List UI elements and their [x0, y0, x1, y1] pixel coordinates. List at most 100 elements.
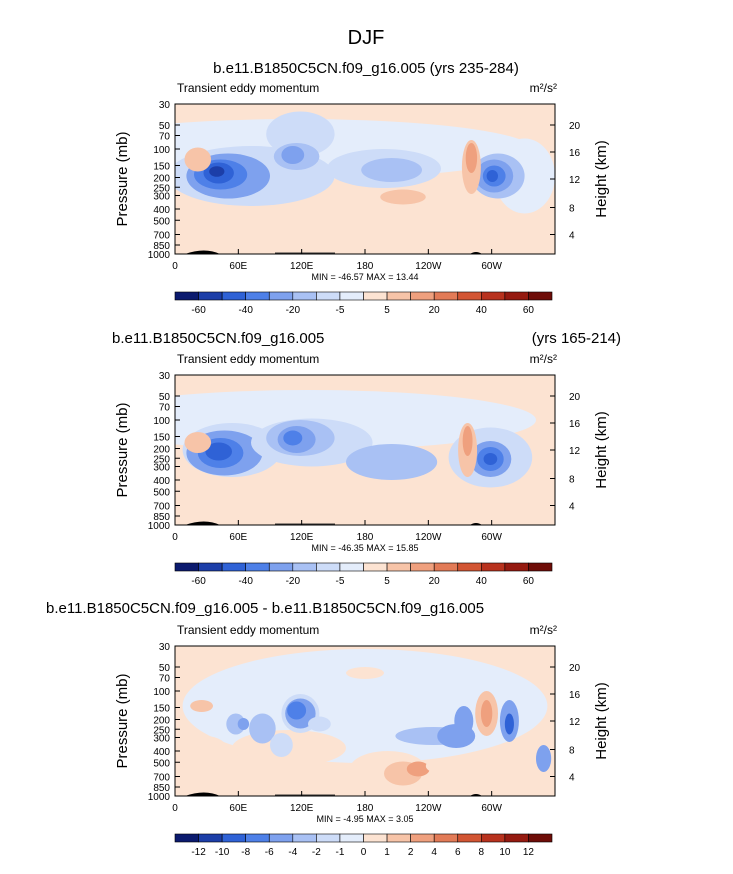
- panel-units: m²/s²: [530, 352, 557, 366]
- x-tick-label: 120W: [415, 261, 442, 272]
- topography-line: [275, 252, 335, 254]
- contour-region: [266, 111, 335, 157]
- colorbar-box: [339, 291, 364, 301]
- x-tick-label: 0: [172, 532, 178, 543]
- y-tick-label: 700: [153, 502, 170, 513]
- contour-region: [480, 700, 493, 727]
- colorbar-box: [433, 833, 459, 843]
- colorbar-box: [245, 833, 270, 843]
- colorbar-label: -4: [288, 847, 297, 858]
- x-tick-label: 120E: [290, 532, 314, 543]
- topography-line: [275, 523, 335, 525]
- contour-field: [175, 104, 555, 214]
- colorbar-box: [292, 562, 317, 572]
- y-tick-label: 30: [159, 371, 171, 382]
- right-tick-label: 8: [569, 746, 575, 757]
- colorbar-label: -5: [335, 305, 344, 316]
- colorbar-label: -8: [241, 847, 250, 858]
- x-tick-label: 0: [172, 803, 178, 814]
- contour-region: [182, 736, 229, 766]
- y-tick-label: 400: [153, 476, 170, 487]
- colorbar-box: [292, 291, 317, 301]
- y-tick-label: 30: [159, 100, 171, 111]
- y-tick-label: 100: [153, 416, 170, 427]
- min-max-label: MIN = -4.95 MAX = 3.05: [316, 814, 413, 824]
- contour-region: [283, 430, 303, 446]
- colorbar-label: -40: [238, 576, 253, 587]
- contour-region: [462, 426, 473, 456]
- colorbar-box: [221, 833, 246, 843]
- contour-region: [454, 706, 474, 736]
- colorbar-box: [268, 833, 294, 843]
- colorbar-box: [221, 291, 246, 301]
- colorbar-label: 60: [523, 576, 535, 587]
- colorbar-box: [528, 291, 553, 301]
- colorbar-box: [433, 562, 459, 572]
- right-tick-label: 20: [569, 392, 581, 403]
- y-tick-label: 200: [153, 445, 170, 456]
- x-tick-label: 120W: [415, 532, 442, 543]
- colorbar-label: -60: [191, 576, 206, 587]
- colorbar-label: -60: [191, 305, 206, 316]
- colorbar-box: [457, 833, 482, 843]
- y-tick-label: 200: [153, 716, 170, 727]
- y-tick-label: 1000: [148, 521, 171, 532]
- right-tick-label: 16: [569, 148, 581, 159]
- x-tick-label: 120E: [290, 803, 314, 814]
- colorbar-label: 60: [523, 305, 535, 316]
- y-axis-label: Pressure (mb): [114, 402, 131, 497]
- contour-region: [237, 718, 250, 730]
- colorbar-box: [316, 291, 341, 301]
- y-tick-label: 250: [153, 454, 170, 465]
- y-tick-label: 700: [153, 773, 170, 784]
- y-tick-label: 850: [153, 512, 170, 523]
- y-axis-label: Pressure (mb): [114, 673, 131, 768]
- right-tick-label: 16: [569, 419, 581, 430]
- x-tick-label: 180: [357, 532, 374, 543]
- y-tick-label: 150: [153, 162, 170, 173]
- contour-region: [184, 147, 212, 172]
- colorbar-label: 40: [476, 576, 488, 587]
- right-axis-label: Height (km): [593, 411, 610, 489]
- contour-region: [226, 713, 246, 735]
- y-tick-label: 70: [159, 132, 171, 143]
- y-tick-label: 400: [153, 205, 170, 216]
- y-tick-label: 500: [153, 487, 170, 498]
- y-tick-label: 150: [153, 433, 170, 444]
- page-title: DJF: [348, 27, 385, 49]
- colorbar-label: -12: [191, 847, 206, 858]
- colorbar-box: [174, 291, 199, 301]
- right-tick-label: 12: [569, 717, 581, 728]
- x-tick-label: 60W: [481, 261, 502, 272]
- colorbar-box: [457, 562, 482, 572]
- x-tick-label: 60E: [229, 261, 247, 272]
- panel-subtitle: Transient eddy momentum: [177, 81, 319, 95]
- colorbar-box: [245, 562, 270, 572]
- y-tick-label: 50: [159, 121, 171, 132]
- contour-field: [182, 649, 552, 787]
- y-axis-label: Pressure (mb): [114, 131, 131, 226]
- y-tick-label: 50: [159, 392, 171, 403]
- colorbar-label: 0: [361, 847, 367, 858]
- x-tick-label: 60E: [229, 532, 247, 543]
- contour-region: [486, 170, 498, 182]
- contour-region: [483, 453, 498, 465]
- colorbar-box: [457, 291, 482, 301]
- x-tick-label: 120E: [290, 261, 314, 272]
- right-tick-label: 20: [569, 663, 581, 674]
- contour-region: [175, 104, 555, 122]
- colorbar-box: [528, 562, 553, 572]
- colorbar-label: -1: [335, 847, 344, 858]
- colorbar-label: -2: [312, 847, 321, 858]
- contour-region: [536, 745, 552, 772]
- y-tick-label: 70: [159, 403, 171, 414]
- colorbar-box: [339, 562, 364, 572]
- panel-title-right: (yrs 165-214): [532, 330, 621, 347]
- contour-region: [270, 733, 293, 757]
- panel-title: b.e11.B1850C5CN.f09_g16.005 (yrs 235-284…: [213, 60, 519, 77]
- colorbar-box: [268, 291, 294, 301]
- colorbar-box: [198, 562, 223, 572]
- right-tick-label: 12: [569, 175, 581, 186]
- colorbar-label: 2: [408, 847, 414, 858]
